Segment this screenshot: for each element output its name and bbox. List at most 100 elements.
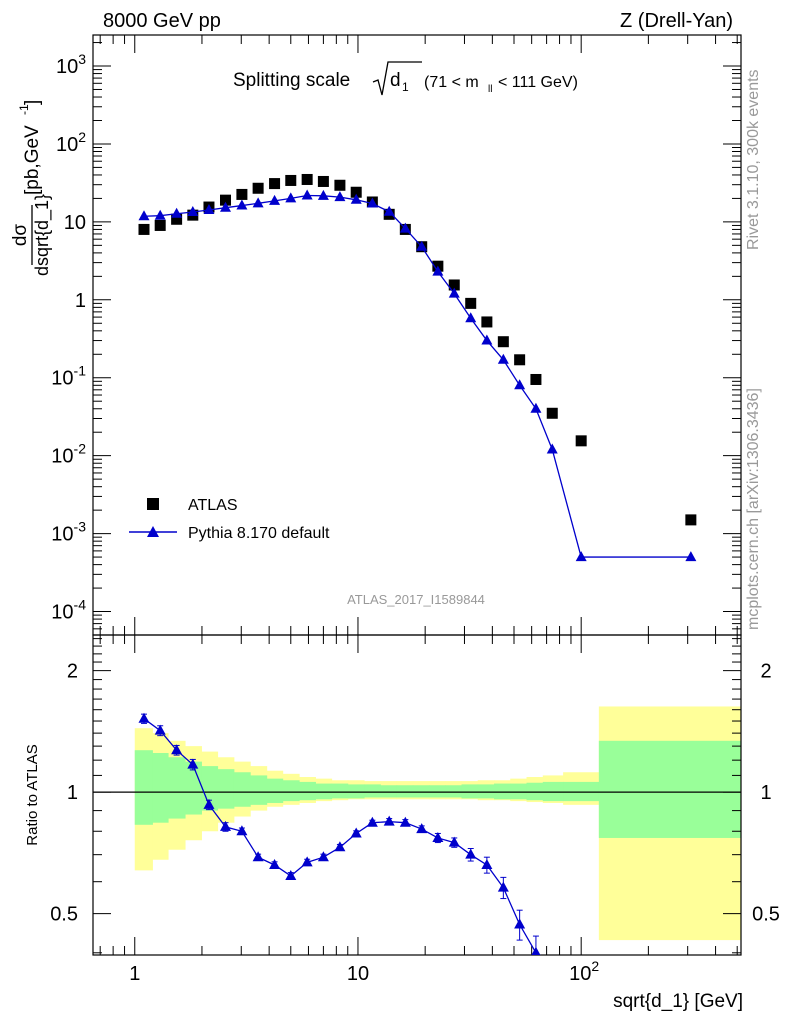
atlas-data-point xyxy=(546,407,558,419)
atlas-data-point xyxy=(514,354,526,366)
ratio-data-point xyxy=(350,827,362,838)
ylabel-bottom: dsqrt{d_1} xyxy=(32,194,53,276)
ratio-data-point xyxy=(448,836,460,847)
x-tick-label: 10 xyxy=(347,963,369,985)
pythia-data-point xyxy=(448,287,460,298)
ratio-data-point xyxy=(203,798,215,809)
band-green xyxy=(250,775,268,805)
pythia-data-point xyxy=(252,197,264,208)
ratio-data-point xyxy=(432,831,444,842)
atlas-data-point xyxy=(154,219,166,231)
main-y-tick-label: 10-1 xyxy=(51,363,86,390)
pythia-data-point xyxy=(497,353,509,364)
band-green xyxy=(396,785,414,798)
ratio-y-tick-label-right: 1 xyxy=(760,782,771,804)
pythia-data-point xyxy=(399,222,411,233)
pythia-data-point xyxy=(220,201,232,212)
mcplots-label: mcplots.cern.ch [arXiv:1306.3436] xyxy=(745,388,762,630)
pythia-line xyxy=(143,194,691,558)
band-green xyxy=(299,781,316,801)
pythia-data-point xyxy=(269,194,281,205)
atlas-data-point xyxy=(685,514,697,526)
atlas-data-point xyxy=(236,188,248,200)
band-green xyxy=(217,769,235,809)
pythia-data-point xyxy=(432,265,444,276)
pythia-data-point xyxy=(187,205,199,216)
main-ylabel: dσ dsqrt{d_1} [pb,GeV -1 ] xyxy=(10,100,53,276)
ratio-data-point xyxy=(383,815,395,826)
legend-atlas-marker xyxy=(147,498,159,510)
band-green xyxy=(331,783,349,799)
band-green xyxy=(598,740,742,838)
band-green xyxy=(347,784,365,799)
ratio-data-point xyxy=(481,858,493,869)
atlas-data-point xyxy=(285,174,297,186)
ylabel-unit: [pb,GeV xyxy=(22,125,43,195)
band-green xyxy=(233,772,251,807)
ratio-data-point xyxy=(514,918,526,929)
atlas-data-point xyxy=(301,173,313,185)
atlas-data-point xyxy=(497,336,509,348)
x-tick-label: 102 xyxy=(569,958,599,985)
header-left: 8000 GeV pp xyxy=(103,10,221,32)
atlas-data-point xyxy=(530,373,542,385)
band-green xyxy=(152,752,169,823)
title-cut-sub: ll xyxy=(488,84,492,95)
pythia-data-point xyxy=(236,199,248,210)
axis-ticks xyxy=(93,35,741,955)
ratio-data-point xyxy=(497,881,509,892)
title-cut-open: (71 < m xyxy=(424,74,479,91)
ratio-data-point xyxy=(334,841,346,852)
main-y-tick-label: 10-3 xyxy=(51,519,86,546)
ratio-y-tick-label-left: 2 xyxy=(67,661,78,683)
ratio-data-point xyxy=(399,816,411,827)
band-green xyxy=(364,784,381,798)
main-y-tick-label: 103 xyxy=(56,51,86,78)
axes-frames xyxy=(92,34,742,956)
pythia-data-point xyxy=(154,209,166,220)
ratio-data-point xyxy=(154,724,166,735)
band-green xyxy=(510,783,528,800)
pythia-data-point xyxy=(366,197,378,208)
ratio-data-point xyxy=(531,946,541,955)
ratio-y-tick-label-right: 0.5 xyxy=(752,904,780,926)
title-symbol-sub: 1 xyxy=(402,80,409,94)
atlas-data-point xyxy=(334,179,346,191)
legend-pythia-marker xyxy=(147,526,159,537)
pythia-data-point xyxy=(317,189,329,200)
atlas-data-point xyxy=(481,316,493,328)
ratio-data-point xyxy=(547,986,558,996)
rivet-label: Rivet 3.1.10, 300k events xyxy=(745,69,762,250)
ylabel-top: dσ xyxy=(10,224,31,247)
ratio-data-point xyxy=(416,823,428,834)
pythia-data-point xyxy=(171,207,183,218)
ratio-data-point xyxy=(187,758,199,769)
band-green xyxy=(185,761,202,815)
band-green xyxy=(494,783,511,800)
band-green xyxy=(266,778,284,803)
ratio-y-tick-label-left: 1 xyxy=(67,782,78,804)
atlas-data-point xyxy=(220,194,232,206)
atlas-data-point xyxy=(269,178,281,190)
pythia-data-point xyxy=(203,204,215,215)
band-green xyxy=(168,757,186,819)
pythia-data-point xyxy=(350,193,362,204)
atlas-data-point xyxy=(465,297,477,309)
x-axis-label: sqrt{d_1} [GeV] xyxy=(613,991,743,1012)
ratio-data-point xyxy=(301,856,313,867)
ratio-y-tick-label-left: 0.5 xyxy=(50,904,78,926)
ratio-data-point xyxy=(252,851,264,862)
main-y-tick-label: 102 xyxy=(56,129,86,156)
band-green xyxy=(477,784,495,799)
sqrt-symbol xyxy=(372,61,422,96)
band-green xyxy=(134,750,153,825)
main-y-tick-label: 10-4 xyxy=(51,597,86,624)
pythia-data-point xyxy=(546,443,558,454)
atlas-data-point xyxy=(317,175,329,187)
ratio-data-point xyxy=(138,712,150,723)
x-tick-label: 1 xyxy=(129,963,140,985)
ratio-data-point xyxy=(236,825,248,836)
title-prefix: Splitting scale xyxy=(233,70,350,91)
pythia-data-point xyxy=(416,240,428,251)
band-green xyxy=(201,766,219,811)
